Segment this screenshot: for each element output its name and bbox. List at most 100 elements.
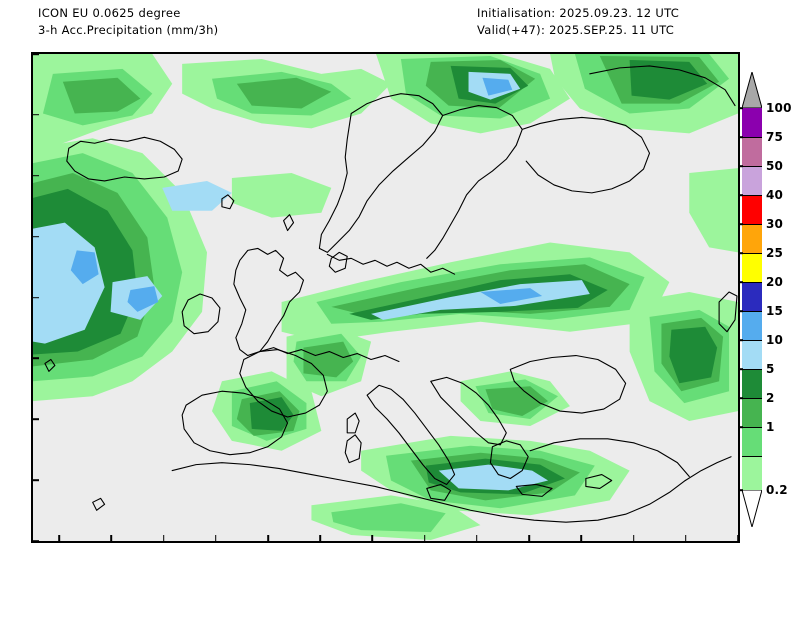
- precipitation-field: [33, 54, 738, 541]
- precipitation-map[interactable]: 70N 65N 60N 55N 50N 45N 40N 35N 30N 20W …: [31, 52, 740, 543]
- model-name-line: ICON EU 0.0625 degree: [38, 6, 181, 20]
- colorbar-label-2: 2: [766, 391, 775, 405]
- ireland-outline: [181, 293, 221, 335]
- colorbar-band-25[interactable]: [742, 253, 762, 282]
- x-tick-mark: [215, 535, 217, 541]
- colorbar-label-15: 15: [766, 304, 784, 318]
- x-tick-mark: [737, 535, 738, 541]
- map-canvas: [33, 54, 738, 541]
- turkey-coast: [529, 438, 690, 478]
- x-tick-mark: [476, 535, 478, 541]
- colorbar-band-75[interactable]: [742, 137, 762, 166]
- colorbar-tick: [738, 194, 743, 196]
- colorbar-band-30[interactable]: [742, 224, 762, 253]
- y-tick-mark: [33, 418, 39, 421]
- y-tick-mark: [33, 296, 39, 299]
- x-tick-mark: [371, 535, 374, 541]
- baltic-coast: [326, 253, 456, 275]
- colorbar-label-5: 5: [766, 362, 775, 376]
- shetland: [283, 214, 295, 232]
- faroe-islands: [221, 194, 235, 210]
- y-tick-mark: [33, 174, 39, 177]
- x-tick-mark: [632, 535, 635, 541]
- x-tick-mark: [684, 535, 687, 541]
- black-sea-coast: [509, 354, 627, 414]
- colorbar-label-10: 10: [766, 333, 784, 347]
- x-tick-mark: [528, 535, 530, 541]
- northwest-russia: [521, 116, 651, 194]
- precip-band-mid-blue: [70, 77, 543, 312]
- colorbar-band-100[interactable]: [742, 108, 762, 137]
- colorbar-tick: [738, 397, 743, 399]
- colorbar-label-50: 50: [766, 159, 784, 173]
- precipitation-colorbar[interactable]: 100 75 50 40 30 25 20 15 10 5 2 1 0.2: [738, 72, 791, 527]
- colorbar-under-arrow: [742, 490, 762, 527]
- crete: [515, 483, 553, 497]
- colorbar-band-15[interactable]: [742, 311, 762, 340]
- colorbar-tick: [738, 165, 743, 167]
- colorbar-tick: [738, 223, 743, 225]
- product-name-line: 3-h Acc.Precipitation (mm/3h): [38, 23, 219, 37]
- initialisation-time: Initialisation: 2025.09.23. 12 UTC: [477, 6, 680, 20]
- header: ICON EU 0.0625 degree 3-h Acc.Precipitat…: [0, 0, 800, 50]
- colorbar-tick: [738, 107, 743, 109]
- caspian-coast: [718, 291, 738, 333]
- colorbar-band-10[interactable]: [742, 340, 762, 369]
- colorbar-band-0.2[interactable]: [742, 456, 762, 490]
- middle-east-coast: [684, 456, 732, 482]
- norway-sweden-coast: [318, 93, 444, 253]
- colorbar-label-0.2: 0.2: [766, 483, 788, 497]
- colorbar-band-40[interactable]: [742, 195, 762, 224]
- colorbar-label-75: 75: [766, 130, 784, 144]
- colorbar-tick: [738, 281, 743, 283]
- europe-north-coast: [259, 347, 400, 363]
- colorbar-tick: [738, 426, 743, 428]
- france-outline: [239, 349, 328, 418]
- sardinia: [344, 434, 362, 464]
- colorbar-band-50[interactable]: [742, 166, 762, 195]
- iberia-outline: [181, 390, 289, 456]
- colorbar-label-40: 40: [766, 188, 784, 202]
- colorbar-tick: [738, 136, 743, 138]
- y-tick-mark: [33, 479, 39, 481]
- north-africa-coast: [171, 462, 686, 523]
- colorbar-tick: [738, 310, 743, 312]
- colorbar-label-100: 100: [766, 101, 792, 115]
- colorbar-label-20: 20: [766, 275, 784, 289]
- x-tick-mark: [423, 535, 426, 541]
- colorbar-label-30: 30: [766, 217, 784, 231]
- colorbar-band-1[interactable]: [742, 427, 762, 456]
- y-tick-mark: [33, 54, 39, 55]
- balkans-adriatic: [430, 376, 507, 446]
- x-tick-mark: [267, 535, 269, 541]
- x-tick-mark: [58, 535, 60, 541]
- y-tick-mark: [33, 540, 39, 541]
- north-coast-russia: [589, 65, 736, 107]
- colorbar-tick: [738, 368, 743, 370]
- y-tick-mark: [33, 235, 39, 238]
- colorbar-tick: [738, 339, 743, 341]
- colorbar-tick: [738, 489, 743, 491]
- sicily: [426, 483, 452, 501]
- colorbar-band-2[interactable]: [742, 398, 762, 427]
- canary-islet: [92, 497, 106, 511]
- azores-islet: [44, 358, 56, 372]
- cyprus: [585, 474, 613, 489]
- italy-outline: [366, 384, 456, 486]
- finland-russia-coast: [426, 105, 523, 259]
- colorbar-band-5[interactable]: [742, 369, 762, 398]
- colorbar-over-arrow: [742, 72, 762, 108]
- iceland-outline: [66, 136, 183, 182]
- coastlines: [44, 65, 738, 523]
- x-tick-mark: [110, 535, 113, 541]
- valid-time: Valid(+47): 2025.SEP.25. 11 UTC: [477, 23, 675, 37]
- header-left-block: ICON EU 0.0625 degree 3-h Acc.Precipitat…: [38, 5, 218, 39]
- header-right-block: Initialisation: 2025.09.23. 12 UTC Valid…: [477, 5, 679, 39]
- y-tick-mark: [33, 114, 39, 116]
- colorbar-band-20[interactable]: [742, 282, 762, 311]
- x-tick-mark: [319, 535, 321, 541]
- denmark-outline: [328, 251, 348, 273]
- corsica: [346, 412, 360, 434]
- colorbar-tick: [738, 252, 743, 254]
- greece-outline: [489, 440, 529, 480]
